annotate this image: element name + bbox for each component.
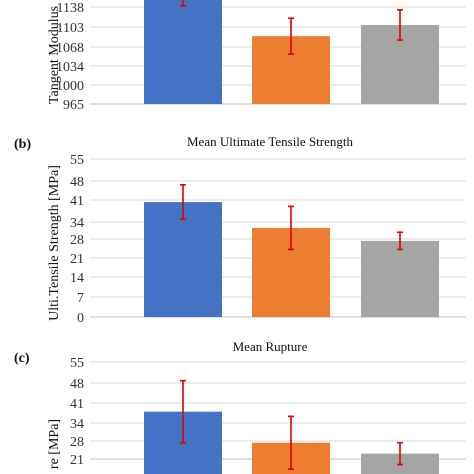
y-tick-label: 0 <box>77 311 84 326</box>
y-tick-label: 21 <box>70 252 84 267</box>
y-tick-label: 48 <box>70 175 84 190</box>
panel-b-bars <box>144 202 439 317</box>
y-tick-label: 1068 <box>56 41 84 56</box>
y-tick-label: 55 <box>70 356 84 371</box>
y-tick-label: 48 <box>70 377 84 392</box>
y-tick-label: 1034 <box>56 60 84 75</box>
bar <box>144 202 222 317</box>
y-tick-label: 41 <box>70 194 84 209</box>
panel-b-y-ticks: 0 7 14 21 28 34 41 48 55 <box>70 153 84 326</box>
y-tick-label: 7 <box>77 291 84 306</box>
y-tick-label: 965 <box>63 98 84 113</box>
y-tick-label: 41 <box>70 397 84 412</box>
y-tick-label: 14 <box>70 271 84 286</box>
y-tick-label: 34 <box>70 216 84 231</box>
panel-b-ultimate-tensile-strength: (b) Mean Ultimate Tensile Strength Ulti.… <box>14 134 466 326</box>
y-tick-label: 55 <box>70 153 84 168</box>
panel-b-title: Mean Ultimate Tensile Strength <box>187 134 354 149</box>
panel-c-mean-rupture: (c) Mean Rupture re [MPa] 21 28 34 41 48 55 <box>14 339 466 474</box>
y-tick-label: 1103 <box>57 21 84 36</box>
y-tick-label: 1138 <box>57 1 84 16</box>
panel-c-error-bars <box>180 379 403 470</box>
panel-c-y-ticks: 21 28 34 41 48 55 <box>70 356 84 468</box>
panel-b-letter: (b) <box>14 137 31 152</box>
panel-a-error-bars <box>180 0 403 55</box>
y-tick-label: 34 <box>70 417 84 432</box>
panel-b-ylabel: Ulti.Tensile Strength [MPa] <box>47 165 62 321</box>
y-tick-label: 28 <box>70 233 84 248</box>
panel-c-title: Mean Rupture <box>233 339 308 354</box>
y-tick-label: 21 <box>70 453 84 468</box>
panel-c-letter: (c) <box>14 351 30 366</box>
panel-a-ylabel: Tangent Modulus <box>47 6 62 104</box>
bar <box>144 0 222 104</box>
y-tick-label: 28 <box>70 435 84 450</box>
panel-b-error-bars <box>180 184 403 251</box>
panel-a-tangent-modulus: Tangent Modulus 965 1000 1034 1068 1103 1138 <box>47 0 466 113</box>
y-tick-label: 1000 <box>56 79 84 94</box>
bar <box>361 240 439 317</box>
panel-c-ylabel: re [MPa] <box>47 419 62 469</box>
panel-a-y-ticks: 965 1000 1034 1068 1103 1138 <box>56 1 84 113</box>
